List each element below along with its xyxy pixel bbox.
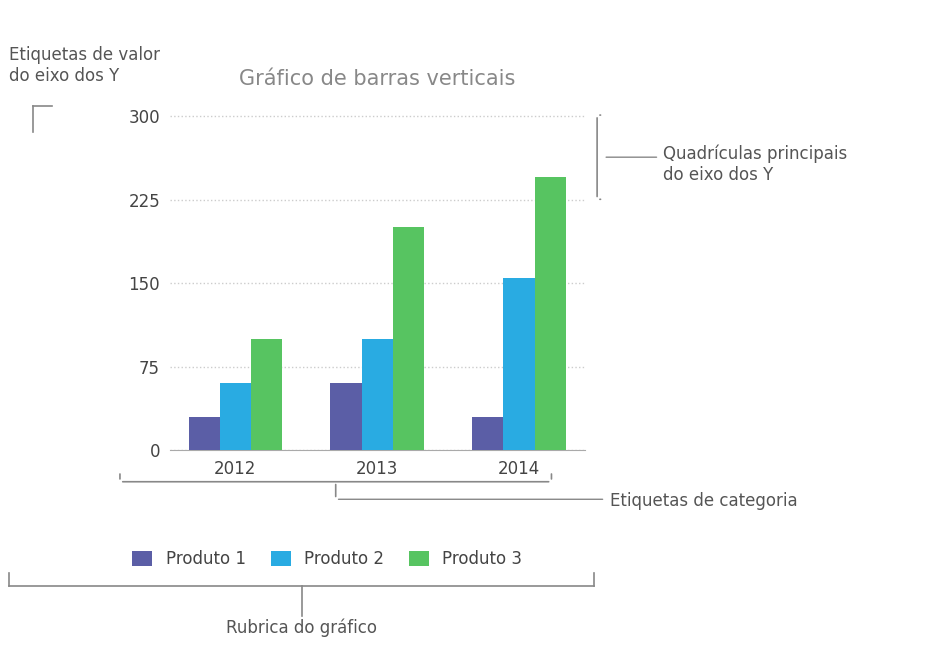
Bar (251, 339, 282, 450)
Bar (189, 417, 220, 450)
Bar (330, 383, 361, 450)
Bar (361, 339, 393, 450)
Text: Quadrículas principais
do eixo dos Y: Quadrículas principais do eixo dos Y (664, 145, 848, 184)
Bar (504, 277, 535, 450)
Legend: Produto 1, Produto 2, Produto 3: Produto 1, Produto 2, Produto 3 (125, 544, 529, 575)
Text: Rubrica do gráfico: Rubrica do gráfico (226, 619, 377, 638)
Bar (472, 417, 504, 450)
Title: Gráfico de barras verticais: Gráfico de barras verticais (239, 70, 516, 89)
Text: Etiquetas de valor
do eixo dos Y: Etiquetas de valor do eixo dos Y (9, 46, 160, 85)
Bar (220, 383, 251, 450)
Bar (393, 227, 424, 450)
Text: Etiquetas de categoria: Etiquetas de categoria (609, 493, 797, 510)
Bar (535, 177, 566, 450)
